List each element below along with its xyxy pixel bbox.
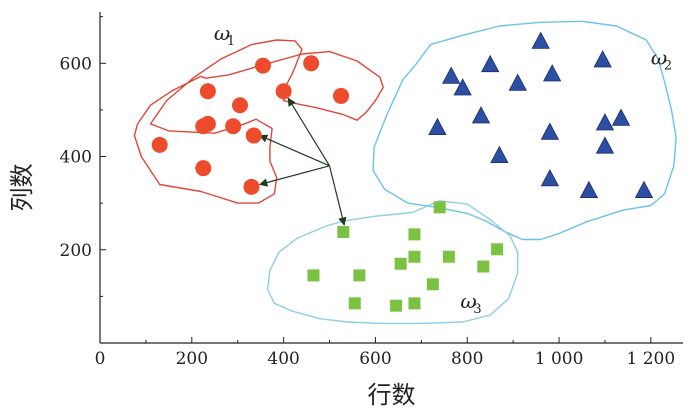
cluster-outline-2 (372, 20, 677, 241)
region-label-3: ω (460, 289, 476, 313)
data-point-circle (199, 115, 216, 132)
data-point-square (337, 226, 350, 239)
data-point-triangle (634, 180, 654, 198)
annotation-arrow (287, 97, 331, 167)
data-point-triangle (453, 78, 472, 96)
data-point-square (477, 260, 490, 273)
annotation-arrows (258, 97, 347, 226)
data-point-square (353, 269, 366, 282)
data-point-square (491, 243, 504, 256)
data-point-triangle (593, 50, 612, 68)
x-tick-label: 0 (95, 349, 106, 369)
region-label-1: ω (214, 21, 230, 45)
data-point-circle (225, 118, 242, 135)
data-point-square (408, 250, 421, 263)
data-point-circle (195, 160, 212, 177)
data-point-triangle (471, 106, 491, 124)
data-point-square (307, 269, 320, 282)
data-point-square (394, 257, 407, 270)
data-point-square (348, 297, 361, 310)
data-point-triangle (428, 117, 447, 136)
data-point-square (426, 278, 439, 291)
y-tick-label: 400 (60, 148, 92, 168)
data-point-triangle (508, 73, 527, 91)
data-point-circle (243, 178, 260, 195)
data-point-triangle (595, 136, 615, 154)
data-point-square (442, 250, 455, 263)
region-label-subscript-3: 3 (473, 302, 481, 317)
x-axis-label: 行数 (368, 381, 416, 409)
data-point-circle (303, 55, 320, 72)
annotation-arrow (328, 165, 347, 226)
y-tick-label: 600 (60, 54, 92, 74)
data-points (151, 31, 654, 312)
x-tick-label: 400 (267, 349, 299, 369)
data-point-triangle (540, 169, 560, 187)
data-point-triangle (540, 122, 560, 140)
data-point-triangle (481, 54, 500, 73)
y-axis-label: 列数 (8, 164, 36, 212)
data-point-circle (245, 127, 262, 144)
data-point-triangle (490, 145, 509, 164)
data-point-circle (232, 97, 249, 114)
x-tick-label: 1 200 (627, 349, 676, 369)
data-point-square (390, 299, 403, 312)
annotation-arrow (258, 134, 330, 167)
data-point-triangle (595, 113, 615, 131)
x-tick-label: 800 (451, 349, 483, 369)
data-point-triangle (442, 66, 461, 84)
region-label-subscript-1: 1 (227, 34, 235, 49)
data-point-circle (199, 83, 216, 100)
annotation-arrow (258, 165, 330, 187)
region-label-2: ω (651, 46, 667, 70)
data-point-circle (254, 57, 271, 74)
data-point-triangle (579, 180, 599, 198)
region-label-subscript-2: 2 (664, 59, 672, 74)
data-point-triangle (543, 64, 562, 82)
x-tick-label: 600 (359, 349, 391, 369)
x-tick-label: 200 (176, 349, 208, 369)
data-point-circle (333, 87, 350, 104)
data-point-square (408, 228, 421, 241)
data-point-circle (275, 83, 292, 100)
data-point-circle (151, 136, 168, 153)
data-point-triangle (531, 31, 550, 49)
data-point-square (433, 201, 446, 214)
axes: 0 200 400 600 800 1 000 1 200 200 400 600 (60, 12, 683, 369)
data-point-square (408, 297, 421, 310)
data-point-triangle (611, 108, 631, 126)
y-tick-label: 200 (60, 241, 92, 261)
x-tick-label: 1 000 (535, 349, 584, 369)
